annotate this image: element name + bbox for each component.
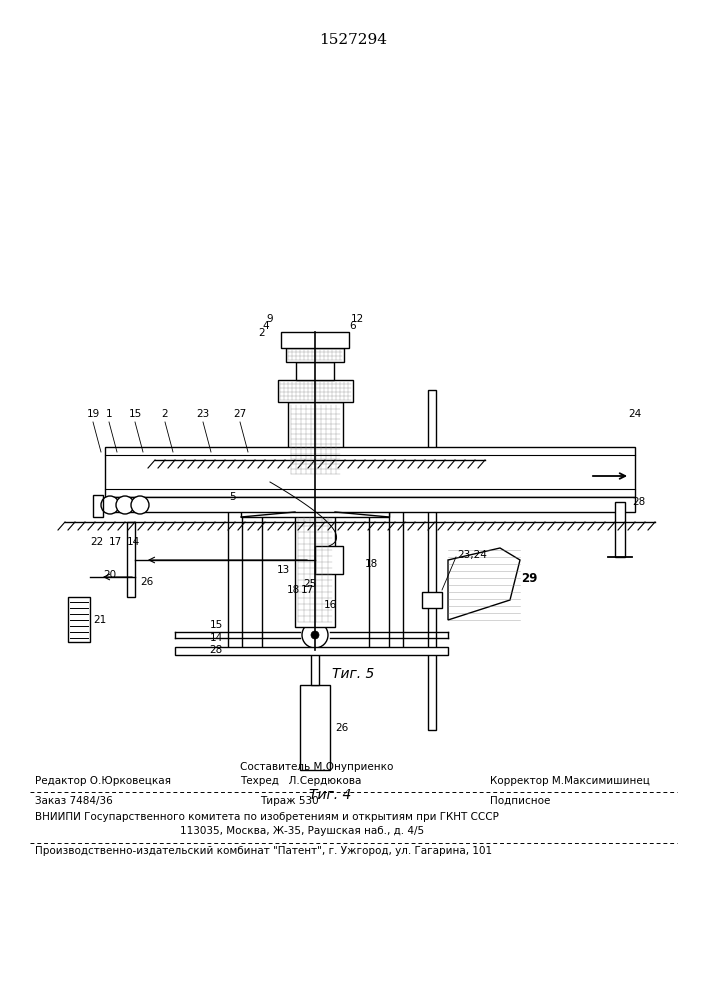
Bar xyxy=(175,647,448,655)
Text: 20: 20 xyxy=(103,570,117,580)
Bar xyxy=(278,380,353,402)
Bar xyxy=(127,522,135,597)
Bar xyxy=(369,500,389,650)
Text: Производственно-издательский комбинат "Патент", г. Ужгород, ул. Гагарина, 101: Производственно-издательский комбинат "П… xyxy=(35,846,492,856)
Text: 23,24: 23,24 xyxy=(457,550,487,560)
Text: 17: 17 xyxy=(300,585,314,595)
Text: 22: 22 xyxy=(90,537,104,547)
Text: 26: 26 xyxy=(140,577,153,587)
Text: 19: 19 xyxy=(86,409,100,419)
Bar xyxy=(428,390,436,730)
Text: Техред   Л.Сердюкова: Техред Л.Сердюкова xyxy=(240,776,361,786)
Text: 14: 14 xyxy=(127,537,139,547)
Text: Составитель М.Онуприенко: Составитель М.Онуприенко xyxy=(240,762,393,772)
Circle shape xyxy=(101,496,119,514)
Bar xyxy=(242,500,262,650)
Text: 6: 6 xyxy=(349,321,356,331)
Text: 4: 4 xyxy=(262,321,269,331)
Bar xyxy=(295,512,335,627)
Bar xyxy=(68,597,90,642)
Text: 27: 27 xyxy=(233,409,247,419)
Polygon shape xyxy=(448,548,520,620)
Text: 25: 25 xyxy=(303,579,317,589)
Bar xyxy=(296,362,334,380)
Text: 18: 18 xyxy=(286,585,300,595)
Circle shape xyxy=(311,631,319,639)
Text: 28: 28 xyxy=(632,497,645,507)
Bar xyxy=(241,477,389,517)
Text: ВНИИПИ Госупарственного комитета по изобретениям и открытиям при ГКНТ СССР: ВНИИПИ Госупарственного комитета по изоб… xyxy=(35,812,499,822)
Bar xyxy=(615,502,625,557)
Text: 15: 15 xyxy=(210,620,223,630)
Text: Корректор М.Максимишинец: Корректор М.Максимишинец xyxy=(490,776,650,786)
Text: 9: 9 xyxy=(267,314,273,324)
Bar xyxy=(422,592,442,608)
Text: 15: 15 xyxy=(129,409,141,419)
Text: 26: 26 xyxy=(335,723,349,733)
Bar xyxy=(286,348,344,362)
Text: Тираж 530: Тираж 530 xyxy=(260,796,319,806)
Text: Подписное: Подписное xyxy=(490,796,550,806)
Text: 2: 2 xyxy=(258,328,265,338)
Text: 23: 23 xyxy=(197,409,209,419)
Text: Заказ 7484/36: Заказ 7484/36 xyxy=(35,796,112,806)
Bar xyxy=(233,495,398,505)
Bar xyxy=(315,546,343,574)
Text: 17: 17 xyxy=(108,537,122,547)
Text: Τиг. 4: Τиг. 4 xyxy=(309,788,351,802)
Text: 13: 13 xyxy=(276,565,290,575)
Text: 5: 5 xyxy=(229,492,236,502)
Text: 1: 1 xyxy=(105,409,112,419)
Text: 21: 21 xyxy=(93,615,106,625)
Text: 29: 29 xyxy=(521,572,537,584)
Bar xyxy=(311,650,319,685)
Bar xyxy=(105,447,635,497)
Circle shape xyxy=(302,622,328,648)
Text: 16: 16 xyxy=(323,600,337,610)
Bar xyxy=(105,497,635,512)
Text: 28: 28 xyxy=(210,645,223,655)
Circle shape xyxy=(116,496,134,514)
Text: 2: 2 xyxy=(162,409,168,419)
Text: 14: 14 xyxy=(210,633,223,643)
Text: 18: 18 xyxy=(365,559,378,569)
Text: 1527294: 1527294 xyxy=(319,33,387,47)
Text: Τиг. 5: Τиг. 5 xyxy=(332,667,374,681)
Circle shape xyxy=(131,496,149,514)
Text: 113035, Москва, Ж-35, Раушская наб., д. 4/5: 113035, Москва, Ж-35, Раушская наб., д. … xyxy=(180,826,424,836)
Text: 24: 24 xyxy=(629,409,642,419)
Bar xyxy=(281,332,349,348)
Text: Редактор О.Юрковецкая: Редактор О.Юрковецкая xyxy=(35,776,171,786)
Bar xyxy=(310,500,320,650)
Bar xyxy=(300,685,330,770)
Text: 12: 12 xyxy=(351,314,364,324)
Bar xyxy=(228,465,403,650)
Bar xyxy=(288,402,343,477)
